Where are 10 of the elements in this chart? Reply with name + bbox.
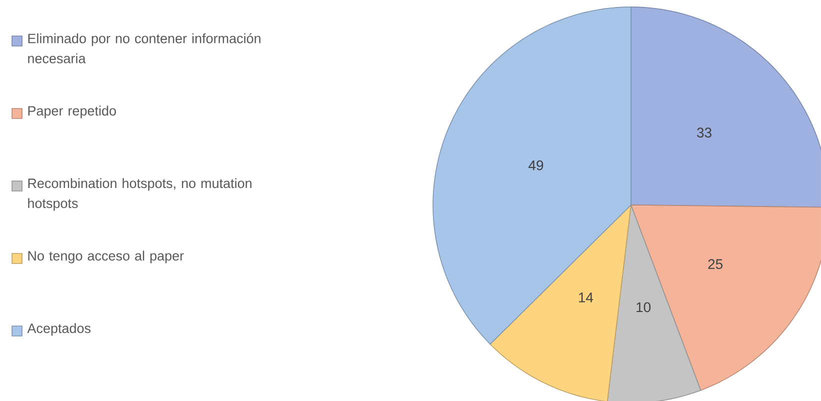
legend-label: Eliminado por no contener información necesaria: [28, 33, 260, 64]
legend-label: Recombination hotspots, no mutation hotspots: [28, 178, 252, 211]
data-label: 49: [528, 160, 544, 170]
legend-label: Aceptados: [27, 323, 91, 336]
data-label: 14: [578, 292, 594, 302]
legend-label: No tengo acceso al paper: [28, 250, 184, 264]
data-label: 10: [636, 302, 651, 312]
data-label: 33: [696, 128, 712, 138]
data-label: 25: [708, 259, 723, 270]
legend-label: Paper repetido: [28, 106, 116, 118]
